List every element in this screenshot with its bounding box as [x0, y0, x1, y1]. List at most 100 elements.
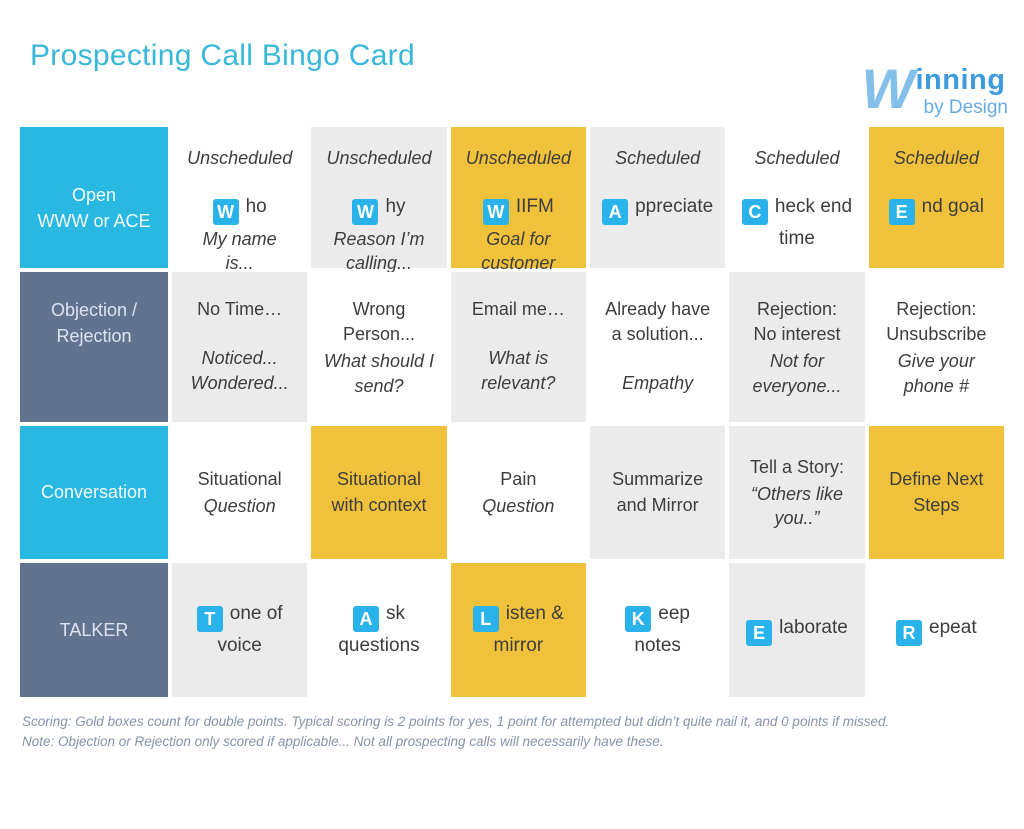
cell-text: Wrong Person... [342, 299, 416, 345]
row-label-text: Objection / Rejection [50, 300, 138, 347]
bingo-cell-summarize-mirror: Summarize and Mirror [589, 426, 726, 559]
bingo-cell-already-have-solution: Already have a solution... Empathy [589, 272, 726, 422]
letter-badge: T [196, 606, 223, 632]
cell-subtext: Noticed... Wondered... [190, 348, 289, 393]
row-label-talker: TALKER [20, 563, 168, 697]
cell-subtext: Goal for customer [481, 229, 556, 274]
logo-tagline: by Design [923, 97, 1009, 118]
cell-timing-label: Scheduled [754, 148, 840, 168]
cell-text: Summarize and Mirror [612, 469, 704, 515]
cell-subtext: Question [482, 495, 555, 516]
cell-timing-label: Scheduled [893, 148, 979, 168]
letter-badge: A [352, 606, 379, 632]
cell-subtext: Reason I’m calling... [333, 229, 425, 274]
cell-text-after-badge: heck end time [774, 195, 853, 250]
cell-text: Define Next Steps [889, 469, 984, 515]
cell-timing-label: Scheduled [615, 148, 701, 168]
row-label-conversation: Conversation [20, 426, 168, 559]
cell-text-after-badge: laborate [779, 616, 848, 638]
footer-notes: Scoring: Gold boxes count for double poi… [22, 712, 1024, 751]
cell-text: Email me… [471, 299, 565, 319]
cell-text-after-badge: isten & mirror [493, 602, 564, 657]
bingo-cell-email-me: Email me… What is relevant? [450, 272, 586, 422]
footer-scoring-note: Scoring: Gold boxes count for double poi… [22, 714, 890, 729]
cell-text-after-badge: nd goal [921, 195, 984, 217]
cell-subtext: Question [203, 495, 276, 516]
bingo-cell-pain-question: Pain Question [450, 426, 586, 559]
cell-subtext: “Others like you..” [750, 483, 843, 529]
cell-text: Already have a solution... [605, 299, 711, 345]
cell-subtext: Give your phone # [897, 351, 975, 396]
logo-w-icon: W [861, 57, 915, 120]
bingo-cell-rejection-unsubscribe: Rejection: Unsubscribe Give your phone # [868, 272, 1004, 422]
cell-timing-label: Unscheduled [326, 148, 432, 168]
letter-badge: W [352, 199, 379, 226]
letter-badge: W [482, 199, 509, 226]
cell-text-after-badge: IIFM [515, 195, 554, 217]
cell-subtext: What should I send? [323, 351, 435, 396]
row-label-text: TALKER [59, 619, 129, 640]
bingo-cell-situational-question: Situational Question [172, 426, 308, 559]
row-label-text: Open WWW or ACE [37, 184, 151, 231]
letter-badge: K [625, 606, 652, 632]
cell-text-after-badge: ho [245, 195, 267, 217]
cell-subtext: My name is... [202, 229, 277, 274]
cell-text-after-badge: epeat [929, 616, 977, 638]
letter-badge: A [602, 199, 629, 226]
cell-timing-label: Unscheduled [465, 148, 571, 168]
cell-subtext: Not for everyone... [752, 351, 842, 396]
letter-badge: R [896, 620, 923, 647]
cell-text: W IIFM [482, 193, 554, 226]
row-label-text: Conversation [40, 482, 148, 503]
bingo-cell-tell-a-story: Tell a Story: “Others like you..” [729, 426, 865, 559]
cell-text-after-badge: one of voice [217, 602, 283, 657]
cell-text: No Time… [197, 299, 283, 319]
letter-badge: C [741, 199, 768, 226]
cell-text: Situational [197, 468, 282, 489]
letter-badge: E [746, 620, 773, 647]
letter-badge: W [212, 199, 239, 226]
cell-text-after-badge: eep notes [634, 602, 690, 657]
cell-text-after-badge: hy [385, 195, 406, 217]
letter-badge: E [888, 199, 915, 226]
cell-text: Tell a Story: [749, 456, 845, 477]
cell-text-after-badge: sk questions [338, 602, 420, 657]
bingo-cell-no-time: No Time… Noticed... Wondered... [172, 272, 308, 422]
page-title: Prospecting Call Bingo Card [30, 39, 415, 72]
cell-text: Situational with context [331, 469, 427, 515]
cell-text: Pain [500, 468, 537, 489]
cell-text: Rejection: Unsubscribe [886, 299, 987, 345]
footer-applicability-note: Note: Objection or Rejection only scored… [22, 733, 664, 749]
letter-badge: L [472, 606, 499, 632]
cell-timing-label: Unscheduled [187, 148, 293, 168]
brand-logo: W inning by Design [861, 57, 1009, 120]
logo-brand-name: inning [915, 64, 1006, 96]
bingo-cell-wiifm: Unscheduled W IIFM Goal for customer [450, 127, 586, 273]
row-label-open: Open WWW or ACE [20, 127, 168, 268]
cell-subtext: Empathy [622, 372, 694, 393]
bingo-cell-rejection-no-interest: Rejection: No interest Not for everyone.… [729, 272, 865, 422]
cell-subtext: What is relevant? [481, 348, 556, 393]
